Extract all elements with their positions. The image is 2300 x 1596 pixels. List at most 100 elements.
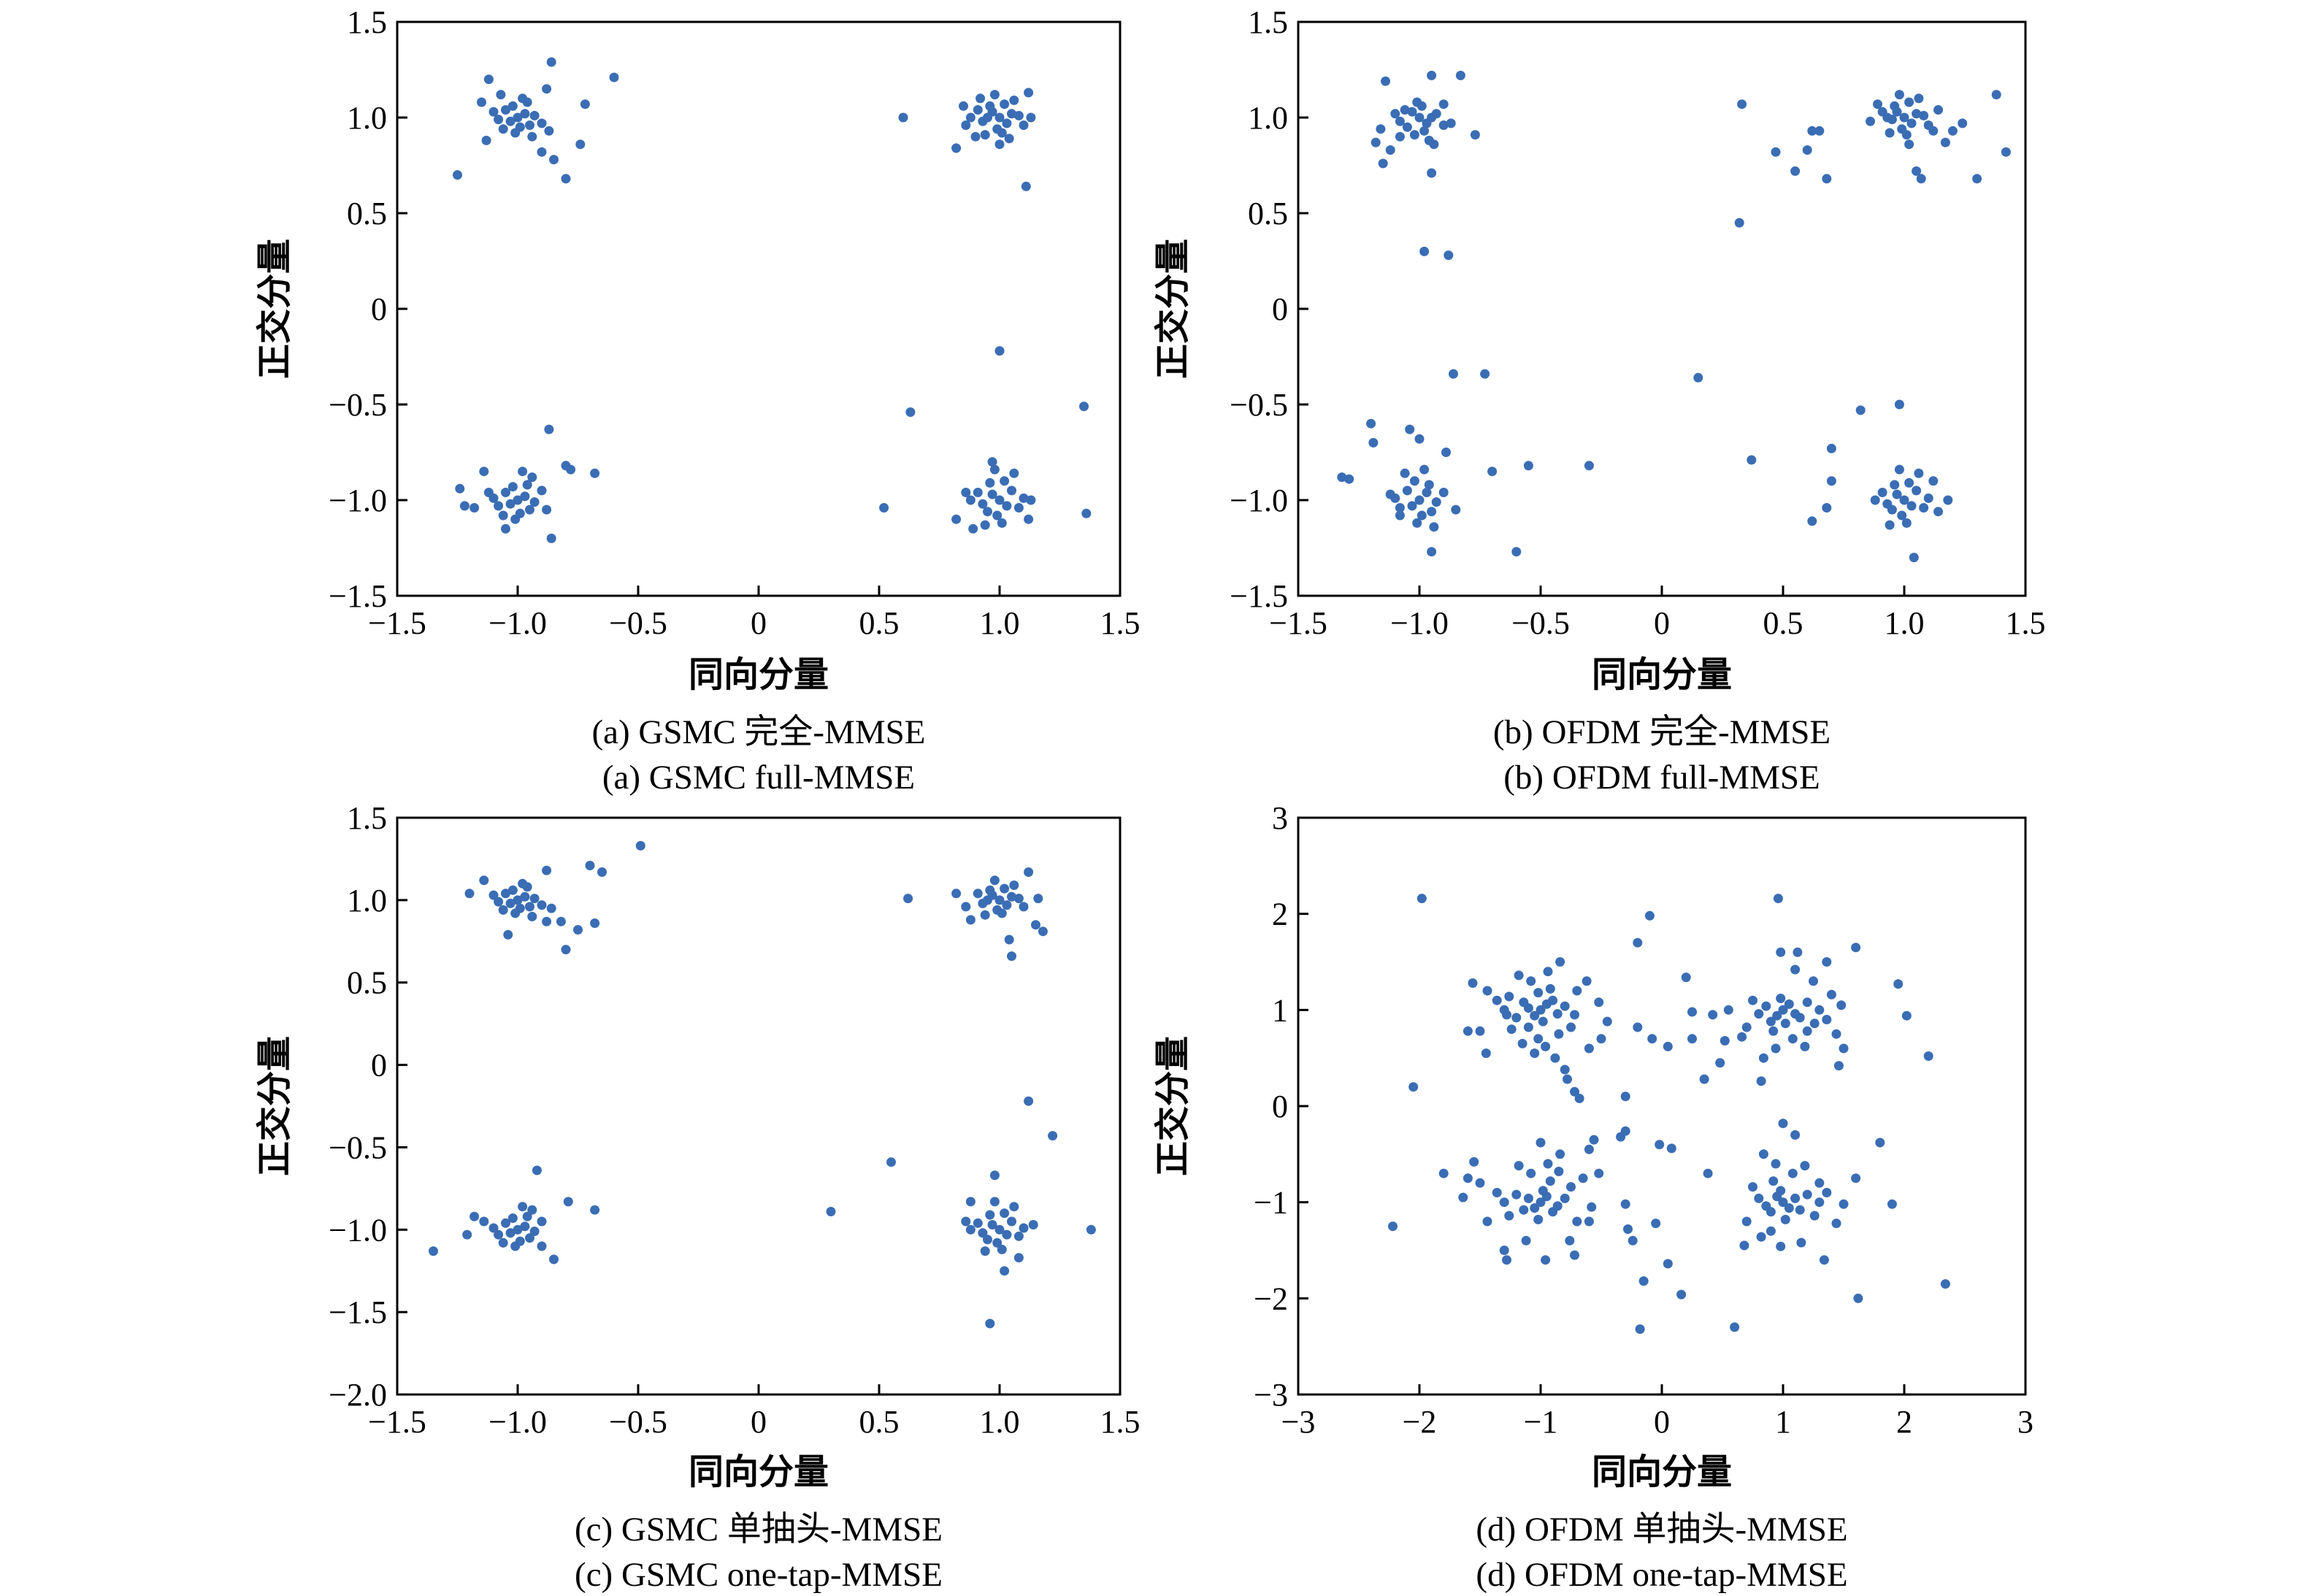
scatter-point-150 bbox=[1771, 1159, 1781, 1169]
scatter-point-4 bbox=[501, 889, 510, 899]
scatter-point-74 bbox=[1822, 957, 1832, 967]
scatter-point-143 bbox=[1754, 1193, 1764, 1203]
scatter-point-13 bbox=[1566, 1022, 1576, 1032]
scatter-point-88 bbox=[1802, 1026, 1812, 1036]
scatter-point-98 bbox=[1906, 501, 1917, 511]
scatter-point-170 bbox=[1633, 937, 1643, 948]
scatter-point-12 bbox=[488, 890, 499, 900]
scatter-point-86 bbox=[994, 495, 1005, 505]
scatter-point-57 bbox=[1771, 147, 1781, 157]
scatter-point-109 bbox=[1885, 520, 1895, 530]
x-tick-label: 1.0 bbox=[980, 1404, 1020, 1440]
y-tick-label: 0 bbox=[371, 291, 387, 327]
scatter-point-81 bbox=[590, 468, 600, 478]
scatter-point-17 bbox=[503, 929, 513, 940]
scatter-point-80 bbox=[1419, 464, 1430, 475]
scatter-point-119 bbox=[1565, 1235, 1575, 1246]
scatter-point-8 bbox=[494, 897, 504, 907]
scatter-point-59 bbox=[501, 1218, 510, 1228]
scatter-point-56 bbox=[1790, 166, 1801, 176]
scatter-point-5 bbox=[1538, 1016, 1548, 1027]
x-axis-title: 同向分量 bbox=[689, 1451, 829, 1492]
panel-b-ofdm-full-mmse: −1.5 −1.0 −0.5 0 0.5 1.0 1.5 −1.5 −1.0 −0.5 0 0.5 1.… bbox=[1152, 4, 2046, 797]
scatter-point-11 bbox=[1560, 1001, 1570, 1011]
y-tick-label: 1.5 bbox=[347, 4, 387, 40]
scatter-point-128 bbox=[1438, 1168, 1449, 1178]
scatter-point-180 bbox=[1663, 1259, 1673, 1269]
scatter-point-163 bbox=[1875, 1137, 1885, 1148]
scatter-point-123 bbox=[1594, 1168, 1604, 1178]
scatter-point-123 bbox=[1693, 372, 1703, 383]
scatter-point-89 bbox=[983, 507, 992, 517]
x-tick-label: 0.5 bbox=[1763, 605, 1803, 641]
scatter-point-50 bbox=[1940, 137, 1950, 147]
scatter-point-33 bbox=[1007, 891, 1016, 902]
scatter-point-46 bbox=[1866, 116, 1875, 126]
scatter-point-99 bbox=[1000, 1266, 1010, 1276]
x-tick-label: −1.5 bbox=[368, 1404, 426, 1440]
scatter-point-7 bbox=[1431, 109, 1441, 119]
scatter-point-83 bbox=[1366, 418, 1376, 429]
scatter-point-175 bbox=[1681, 972, 1691, 983]
y-tick-label: 1.0 bbox=[347, 100, 387, 136]
scatter-point-184 bbox=[1703, 1168, 1713, 1178]
scatter-point-84 bbox=[1720, 1036, 1730, 1046]
caption-zh: (d) OFDM 单抽头-MMSE bbox=[1476, 1511, 1847, 1549]
scatter-point-72 bbox=[469, 1211, 480, 1221]
scatter-point-0 bbox=[513, 112, 523, 123]
scatter-point-88 bbox=[1002, 501, 1012, 511]
y-axis-title: 正交分量 bbox=[1152, 1036, 1193, 1176]
scatter-point-60 bbox=[505, 499, 515, 509]
scatter-point-132 bbox=[1778, 1197, 1788, 1208]
scatter-point-16 bbox=[464, 889, 475, 899]
scatter-point-154 bbox=[1839, 1199, 1849, 1209]
scatter-point-52 bbox=[1958, 118, 1968, 128]
scatter-point-179 bbox=[1638, 1276, 1649, 1286]
scatter-point-111 bbox=[1079, 402, 1089, 412]
scatter-point-25 bbox=[635, 840, 645, 851]
plot-frame bbox=[396, 816, 1122, 1396]
scatter-point-112 bbox=[1870, 495, 1880, 505]
scatter-point-99 bbox=[980, 520, 990, 530]
scatter-point-115 bbox=[1909, 553, 1919, 563]
scatter-point-106 bbox=[968, 523, 978, 534]
scatter-point-85 bbox=[992, 1238, 1003, 1248]
scatter-point-146 bbox=[1814, 1197, 1825, 1208]
scatter-point-54 bbox=[961, 120, 971, 130]
scatter-point-27 bbox=[1395, 131, 1405, 142]
scatter-point-191 bbox=[1584, 1216, 1594, 1227]
scatter-point-45 bbox=[989, 90, 1000, 100]
scatter-point-32 bbox=[1002, 118, 1012, 128]
scatter-point-43 bbox=[1009, 881, 1019, 890]
scatter-point-160 bbox=[1739, 1240, 1749, 1251]
x-tick-label: −1.0 bbox=[488, 605, 547, 641]
scatter-point-181 bbox=[1676, 1289, 1687, 1300]
scatter-point-47 bbox=[965, 915, 975, 925]
scatter-point-12 bbox=[1390, 109, 1400, 119]
scatter-point-38 bbox=[985, 885, 995, 895]
scatter-point-96 bbox=[997, 518, 1007, 528]
scatter-point-94 bbox=[1009, 1202, 1019, 1212]
scatter-point-87 bbox=[1773, 894, 1783, 904]
scatter-point-66 bbox=[1422, 488, 1432, 497]
scatter-point-49 bbox=[994, 139, 1005, 150]
scatter-point-102 bbox=[1566, 1182, 1576, 1192]
scatter-point-52 bbox=[1024, 867, 1034, 877]
scatter-point-77 bbox=[479, 467, 489, 477]
scatter-point-8 bbox=[494, 115, 504, 125]
scatter-point-27 bbox=[1523, 1022, 1533, 1032]
scatter-point-89 bbox=[1536, 1197, 1546, 1208]
scatter-point-105 bbox=[1492, 1188, 1502, 1197]
scatter-point-11 bbox=[537, 900, 547, 910]
scatter-point-169 bbox=[1620, 1092, 1630, 1102]
scatter-point-48 bbox=[970, 131, 981, 142]
scatter-point-69 bbox=[1826, 989, 1836, 1000]
scatter-point-98 bbox=[1019, 493, 1029, 503]
y-tick-label: 1 bbox=[1272, 992, 1288, 1028]
scatter-point-185 bbox=[1628, 1235, 1638, 1246]
scatter-point-13 bbox=[527, 911, 537, 921]
scatter-point-26 bbox=[477, 97, 486, 107]
scatter-point-53 bbox=[1795, 1013, 1805, 1023]
scatter-point-64 bbox=[1933, 105, 1943, 115]
